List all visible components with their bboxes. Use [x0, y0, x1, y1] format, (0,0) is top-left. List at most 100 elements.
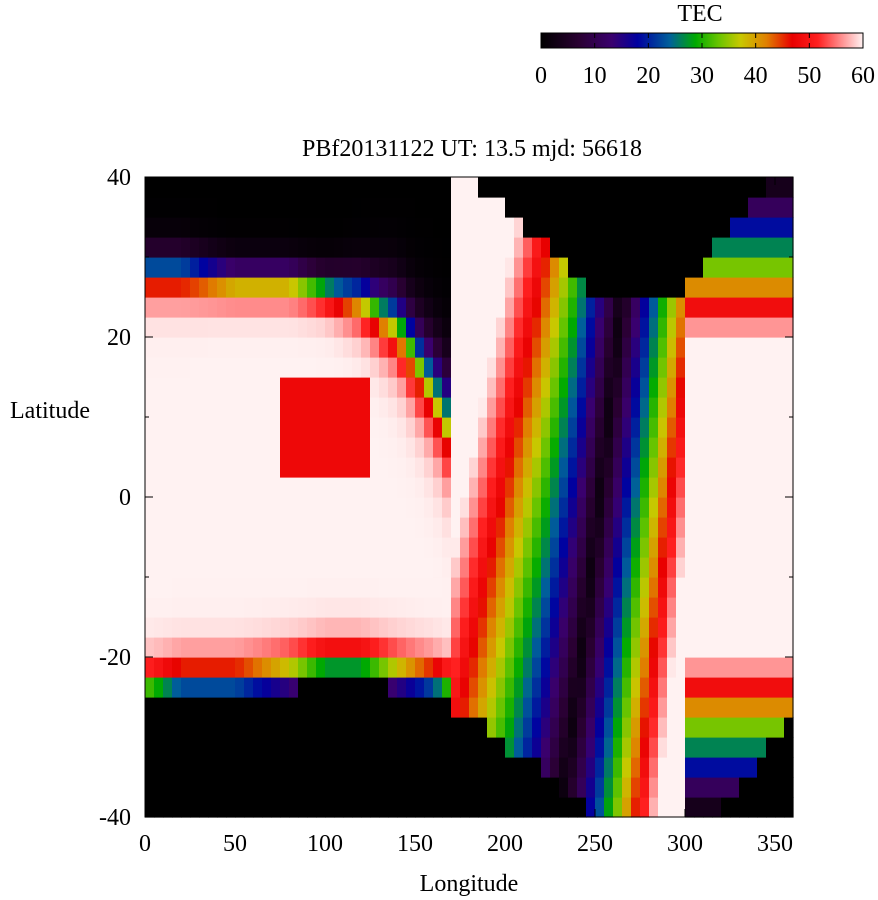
- heatmap-cell: [721, 337, 731, 358]
- heatmap-cell: [271, 237, 281, 258]
- heatmap-cell: [253, 257, 263, 278]
- heatmap-cell: [451, 417, 461, 438]
- heatmap-cell: [163, 777, 173, 798]
- heatmap-cell: [667, 557, 677, 578]
- heatmap-cell: [775, 797, 785, 818]
- heatmap-cell: [289, 397, 299, 418]
- heatmap-cell: [433, 757, 443, 778]
- heatmap-cell: [154, 477, 164, 498]
- heatmap-cell: [712, 497, 722, 518]
- heatmap-cell: [235, 557, 245, 578]
- heatmap-cell: [784, 377, 794, 398]
- heatmap-cell: [523, 777, 533, 798]
- heatmap-cell: [154, 457, 164, 478]
- heatmap-cell: [235, 737, 245, 758]
- colorbar-tick-label: 20: [636, 63, 660, 89]
- heatmap-cell: [226, 757, 236, 778]
- heatmap-cell: [469, 397, 479, 418]
- heatmap-cell: [370, 577, 380, 598]
- heatmap-cell: [208, 657, 218, 678]
- heatmap-cell: [442, 197, 452, 218]
- heatmap-cell: [478, 777, 488, 798]
- heatmap-cell: [559, 457, 569, 478]
- heatmap-cell: [496, 197, 506, 218]
- heatmap-cell: [631, 777, 641, 798]
- heatmap-cell: [343, 177, 353, 198]
- heatmap-cell: [343, 257, 353, 278]
- heatmap-cell: [748, 497, 758, 518]
- heatmap-cell: [235, 777, 245, 798]
- heatmap-cell: [460, 577, 470, 598]
- heatmap-cell: [289, 297, 299, 318]
- heatmap-cell: [316, 477, 326, 498]
- heatmap-cell: [379, 597, 389, 618]
- heatmap-cell: [496, 457, 506, 478]
- heatmap-cell: [253, 637, 263, 658]
- heatmap-cell: [289, 737, 299, 758]
- heatmap-cell: [208, 317, 218, 338]
- heatmap-cell: [766, 297, 776, 318]
- heatmap-cell: [685, 217, 695, 238]
- heatmap-cell: [766, 217, 776, 238]
- heatmap-cell: [451, 257, 461, 278]
- heatmap-cell: [379, 357, 389, 378]
- heatmap-cell: [460, 377, 470, 398]
- heatmap-cell: [208, 437, 218, 458]
- heatmap-cell: [271, 477, 281, 498]
- heatmap-cell: [370, 797, 380, 818]
- heatmap-cell: [586, 317, 596, 338]
- heatmap-cell: [244, 237, 254, 258]
- heatmap-cell: [451, 277, 461, 298]
- heatmap-cell: [685, 197, 695, 218]
- heatmap-cell: [145, 177, 155, 198]
- heatmap-cell: [433, 697, 443, 718]
- heatmap-cell: [676, 597, 686, 618]
- heatmap-cell: [694, 457, 704, 478]
- heatmap-cell: [568, 377, 578, 398]
- heatmap-cell: [577, 417, 587, 438]
- heatmap-cell: [307, 777, 317, 798]
- heatmap-cell: [613, 237, 623, 258]
- heatmap-cell: [307, 797, 317, 818]
- heatmap-cell: [424, 757, 434, 778]
- heatmap-cell: [370, 177, 380, 198]
- heatmap-cell: [298, 397, 308, 418]
- heatmap-cell: [784, 757, 794, 778]
- heatmap-cell: [253, 617, 263, 638]
- heatmap-cell: [541, 177, 551, 198]
- heatmap-cell: [577, 677, 587, 698]
- heatmap-cell: [640, 417, 650, 438]
- heatmap-cell: [334, 457, 344, 478]
- heatmap-cell: [757, 617, 767, 638]
- heatmap-cell: [253, 657, 263, 678]
- heatmap-cell: [343, 517, 353, 538]
- heatmap-cell: [721, 537, 731, 558]
- heatmap-cell: [559, 417, 569, 438]
- heatmap-cell: [316, 777, 326, 798]
- heatmap-cell: [487, 697, 497, 718]
- heatmap-cells: [145, 177, 794, 818]
- heatmap-cell: [550, 557, 560, 578]
- heatmap-cell: [676, 257, 686, 278]
- heatmap-cell: [253, 357, 263, 378]
- heatmap-cell: [712, 317, 722, 338]
- heatmap-cell: [361, 517, 371, 538]
- heatmap-cell: [514, 497, 524, 518]
- heatmap-cell: [163, 237, 173, 258]
- heatmap-cell: [712, 357, 722, 378]
- heatmap-cell: [694, 697, 704, 718]
- heatmap-cell: [739, 737, 749, 758]
- heatmap-cell: [784, 297, 794, 318]
- heatmap-cell: [550, 377, 560, 398]
- heatmap-cell: [343, 737, 353, 758]
- heatmap-cell: [766, 797, 776, 818]
- heatmap-cell: [730, 697, 740, 718]
- heatmap-cell: [226, 217, 236, 238]
- heatmap-cell: [577, 377, 587, 398]
- heatmap-cell: [298, 597, 308, 618]
- heatmap-cell: [640, 377, 650, 398]
- heatmap-cell: [262, 497, 272, 518]
- heatmap-cell: [451, 677, 461, 698]
- heatmap-cell: [775, 697, 785, 718]
- heatmap-cell: [595, 637, 605, 658]
